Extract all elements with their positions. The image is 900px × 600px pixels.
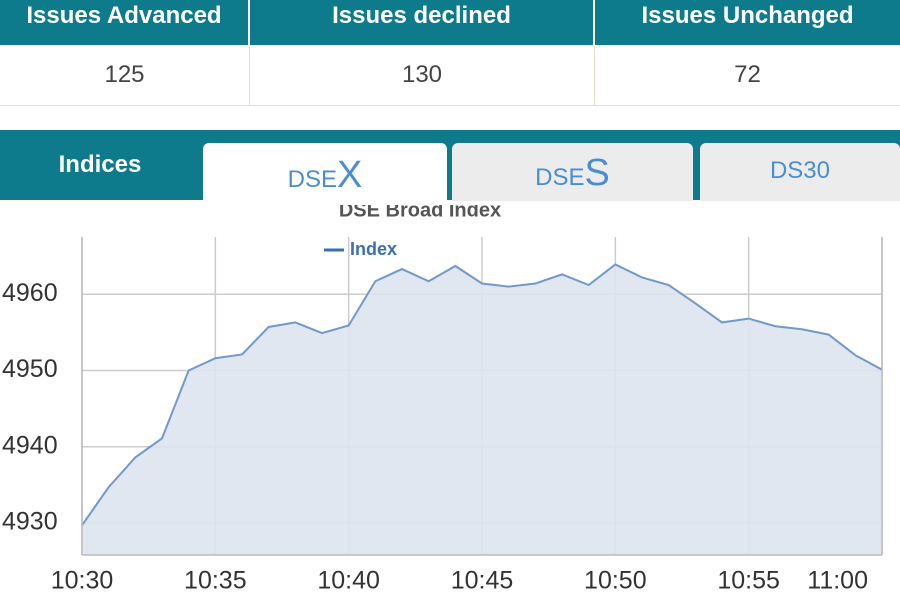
tab-label-suffix: S [584, 152, 610, 194]
tab[interactable]: DS30 [700, 143, 900, 201]
area [82, 264, 882, 555]
legend-label: Index [350, 239, 397, 259]
x-tick-label: 10:35 [184, 567, 247, 595]
y-tick-label: 4930 [2, 508, 58, 536]
y-tick-label: 4950 [2, 355, 58, 383]
header-cell: Issues declined [250, 0, 595, 45]
tab-label: DS30 [769, 157, 831, 184]
tab[interactable]: Indices [0, 140, 200, 194]
line [81, 263, 883, 526]
x-tick-label: 10:40 [317, 567, 380, 595]
value-cell: 72 [595, 46, 900, 106]
chart: DSE Broad Index 4930 4940 4950 4960 10:30 10:… [2, 205, 883, 595]
value-cell: 130 [250, 46, 595, 106]
chart-title: DSE Broad Index [339, 205, 501, 221]
header-cell: Issues Advanced [0, 0, 250, 45]
y-tick-label: 4940 [2, 431, 58, 459]
x-tick-label: 10:30 [51, 567, 114, 595]
tab[interactable]: DSES [452, 143, 693, 201]
header-cell: Issues Unchanged [595, 0, 900, 45]
tab-strip-base [0, 200, 900, 205]
tab[interactable]: DSEX [203, 143, 447, 207]
x-tick-label: 10:55 [717, 567, 780, 595]
x-tick-label: 10:45 [451, 567, 514, 595]
tab-label: DSE [535, 164, 585, 191]
tab-label-suffix: X [337, 154, 363, 196]
tab-label: DSE [287, 166, 337, 193]
y-tick-label: 4960 [2, 279, 58, 307]
value-cell: 125 [0, 46, 250, 106]
x-tick-label: 10:50 [584, 567, 647, 595]
tab-label: Indices [58, 151, 142, 178]
x-tick-label: 11:00 [807, 567, 868, 595]
